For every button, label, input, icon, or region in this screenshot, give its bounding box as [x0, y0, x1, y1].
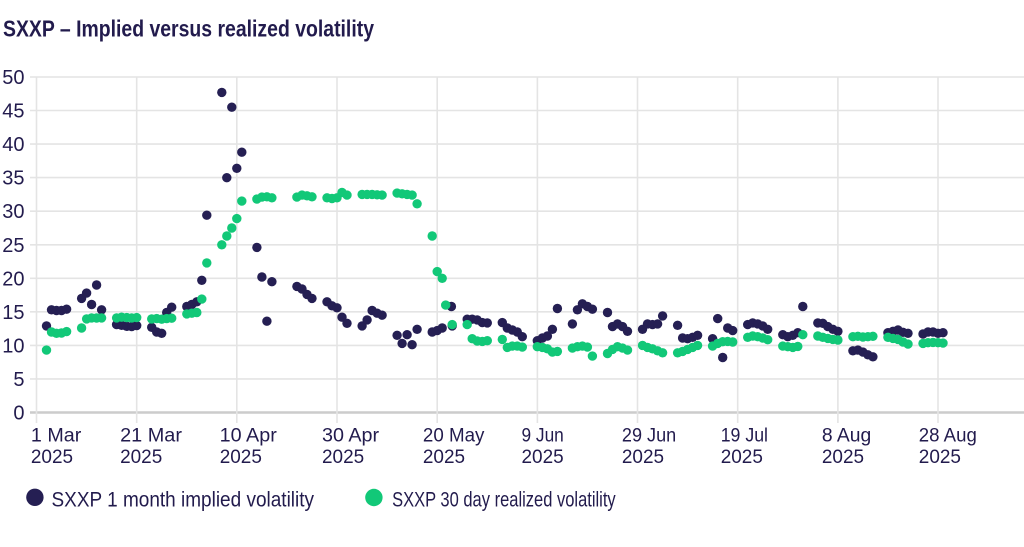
svg-text:2025: 2025	[822, 447, 864, 468]
svg-text:30: 30	[2, 201, 24, 223]
svg-text:2025: 2025	[919, 447, 961, 468]
svg-text:1 Mar: 1 Mar	[31, 426, 82, 447]
svg-text:5: 5	[13, 369, 24, 391]
svg-text:10: 10	[2, 335, 24, 357]
svg-text:19 Jul: 19 Jul	[721, 426, 768, 447]
svg-text:15: 15	[2, 302, 24, 324]
svg-text:SXXP – Implied versus realized: SXXP – Implied versus realized volatilit…	[3, 16, 374, 42]
svg-text:2025: 2025	[622, 447, 664, 468]
svg-text:0: 0	[13, 403, 24, 425]
svg-text:2025: 2025	[120, 447, 162, 468]
svg-text:21 Mar: 21 Mar	[120, 426, 183, 447]
svg-text:50: 50	[2, 67, 24, 89]
svg-text:2025: 2025	[522, 447, 564, 468]
svg-text:25: 25	[2, 235, 24, 257]
svg-text:35: 35	[2, 168, 24, 190]
svg-text:20 May: 20 May	[423, 426, 485, 447]
svg-text:28 Aug: 28 Aug	[919, 426, 977, 447]
svg-text:SXXP 1 month implied volatilit: SXXP 1 month implied volatility	[52, 489, 315, 512]
svg-text:9 Jun: 9 Jun	[522, 426, 564, 447]
svg-text:8 Aug: 8 Aug	[822, 426, 871, 447]
svg-text:29 Jun: 29 Jun	[622, 426, 676, 447]
svg-text:2025: 2025	[31, 447, 73, 468]
svg-text:30 Apr: 30 Apr	[322, 426, 380, 447]
svg-text:40: 40	[2, 134, 24, 156]
svg-text:2025: 2025	[423, 447, 465, 468]
svg-text:10 Apr: 10 Apr	[220, 426, 278, 447]
svg-text:20: 20	[2, 268, 24, 290]
svg-text:SXXP 30 day realized volatilit: SXXP 30 day realized volatility	[392, 489, 616, 512]
svg-text:45: 45	[2, 101, 24, 123]
svg-text:2025: 2025	[721, 447, 763, 468]
svg-text:2025: 2025	[322, 447, 364, 468]
svg-text:2025: 2025	[220, 447, 262, 468]
